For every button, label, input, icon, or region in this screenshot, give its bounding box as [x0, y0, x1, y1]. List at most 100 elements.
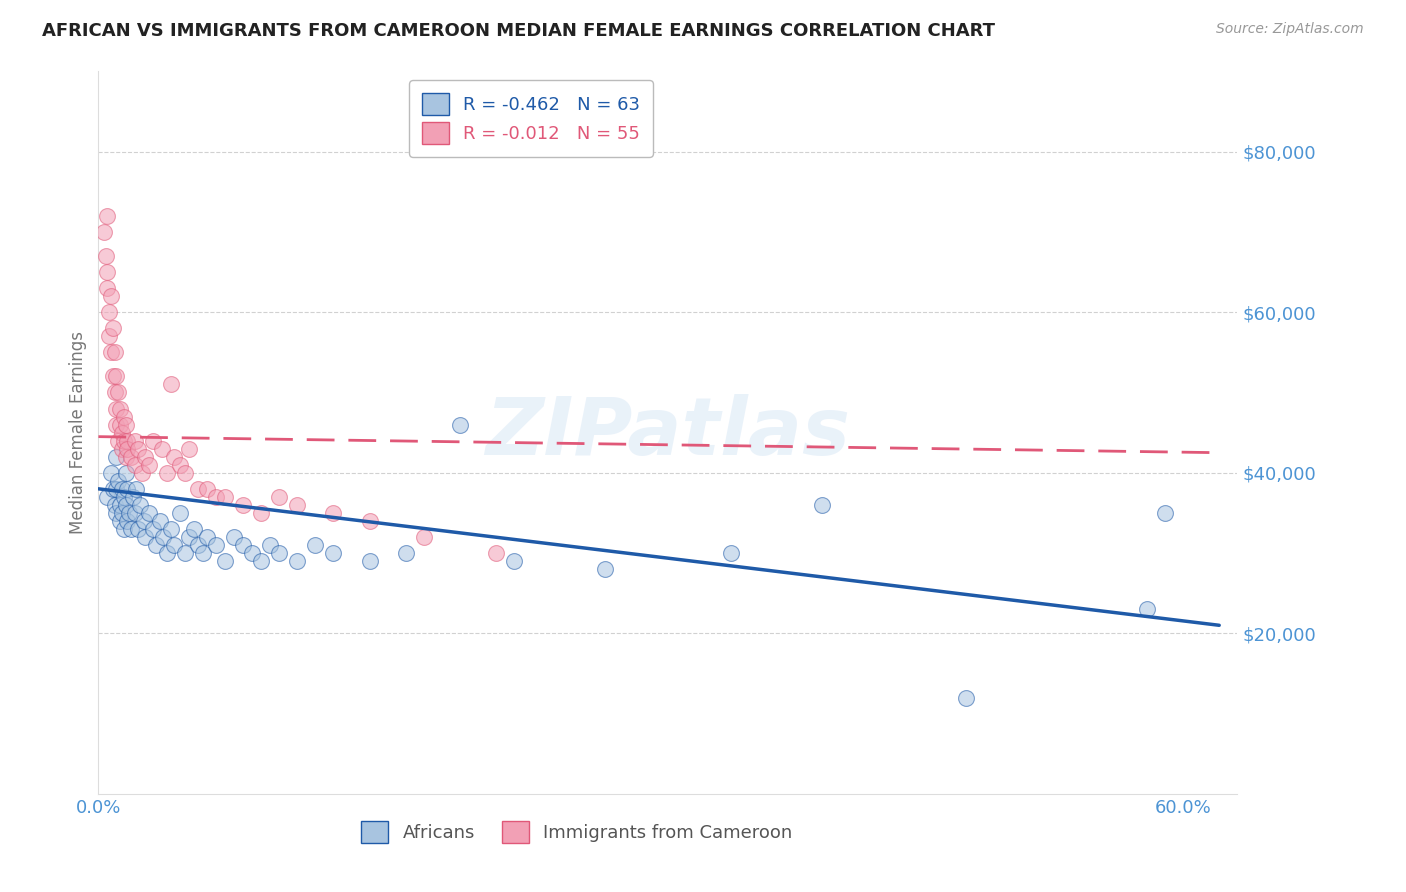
Y-axis label: Median Female Earnings: Median Female Earnings	[69, 331, 87, 534]
Point	[108, 401, 131, 416]
Point	[105, 450, 128, 464]
Point	[105, 482, 128, 496]
Point	[250, 506, 273, 520]
Point	[118, 506, 141, 520]
Point	[214, 554, 236, 568]
Point	[114, 498, 136, 512]
Point	[105, 506, 128, 520]
Point	[107, 434, 129, 448]
Point	[96, 490, 118, 504]
Point	[114, 466, 136, 480]
Point	[134, 450, 156, 464]
Point	[105, 369, 128, 384]
Point	[359, 554, 381, 568]
Point	[174, 466, 197, 480]
Point	[98, 329, 121, 343]
Point	[101, 321, 124, 335]
Point	[111, 506, 134, 520]
Point	[322, 506, 344, 520]
Point	[111, 425, 134, 440]
Point	[1136, 602, 1159, 616]
Point	[1154, 506, 1177, 520]
Point	[111, 442, 134, 456]
Point	[222, 530, 245, 544]
Point	[100, 289, 122, 303]
Point	[359, 514, 381, 528]
Point	[322, 546, 344, 560]
Point	[187, 482, 209, 496]
Point	[101, 482, 124, 496]
Point	[142, 434, 165, 448]
Point	[177, 442, 200, 456]
Point	[93, 225, 115, 239]
Point	[104, 385, 127, 400]
Point	[205, 538, 228, 552]
Point	[485, 546, 508, 560]
Point	[193, 546, 215, 560]
Point	[96, 281, 118, 295]
Point	[98, 305, 121, 319]
Point	[720, 546, 742, 560]
Point	[145, 538, 167, 552]
Point	[205, 490, 228, 504]
Point	[108, 498, 131, 512]
Text: ZIPatlas: ZIPatlas	[485, 393, 851, 472]
Legend: Africans, Immigrants from Cameroon: Africans, Immigrants from Cameroon	[354, 814, 800, 850]
Point	[250, 554, 273, 568]
Point	[163, 450, 186, 464]
Point	[100, 345, 122, 359]
Point	[156, 546, 179, 560]
Point	[107, 474, 129, 488]
Point	[117, 514, 139, 528]
Point	[503, 554, 526, 568]
Point	[104, 498, 127, 512]
Point	[395, 546, 418, 560]
Point	[112, 522, 135, 536]
Point	[214, 490, 236, 504]
Point	[159, 522, 181, 536]
Point	[94, 249, 117, 263]
Point	[304, 538, 326, 552]
Point	[412, 530, 434, 544]
Point	[177, 530, 200, 544]
Point	[156, 466, 179, 480]
Point	[593, 562, 616, 576]
Point	[195, 482, 218, 496]
Point	[163, 538, 186, 552]
Point	[105, 401, 128, 416]
Point	[124, 506, 146, 520]
Point	[810, 498, 832, 512]
Point	[129, 498, 152, 512]
Point	[117, 482, 139, 496]
Point	[111, 482, 134, 496]
Point	[121, 490, 143, 504]
Point	[138, 506, 160, 520]
Point	[107, 385, 129, 400]
Point	[269, 490, 291, 504]
Point	[159, 377, 181, 392]
Point	[112, 490, 135, 504]
Point	[269, 546, 291, 560]
Point	[124, 434, 146, 448]
Point	[108, 514, 131, 528]
Point	[955, 690, 977, 705]
Point	[124, 458, 146, 472]
Point	[285, 498, 308, 512]
Point	[169, 458, 191, 472]
Point	[125, 482, 148, 496]
Point	[127, 522, 149, 536]
Point	[114, 450, 136, 464]
Point	[149, 514, 172, 528]
Point	[285, 554, 308, 568]
Point	[240, 546, 263, 560]
Point	[169, 506, 191, 520]
Point	[112, 409, 135, 424]
Point	[105, 417, 128, 432]
Text: AFRICAN VS IMMIGRANTS FROM CAMEROON MEDIAN FEMALE EARNINGS CORRELATION CHART: AFRICAN VS IMMIGRANTS FROM CAMEROON MEDI…	[42, 22, 995, 40]
Point	[127, 442, 149, 456]
Point	[187, 538, 209, 552]
Point	[120, 522, 142, 536]
Point	[150, 442, 173, 456]
Point	[108, 417, 131, 432]
Point	[104, 345, 127, 359]
